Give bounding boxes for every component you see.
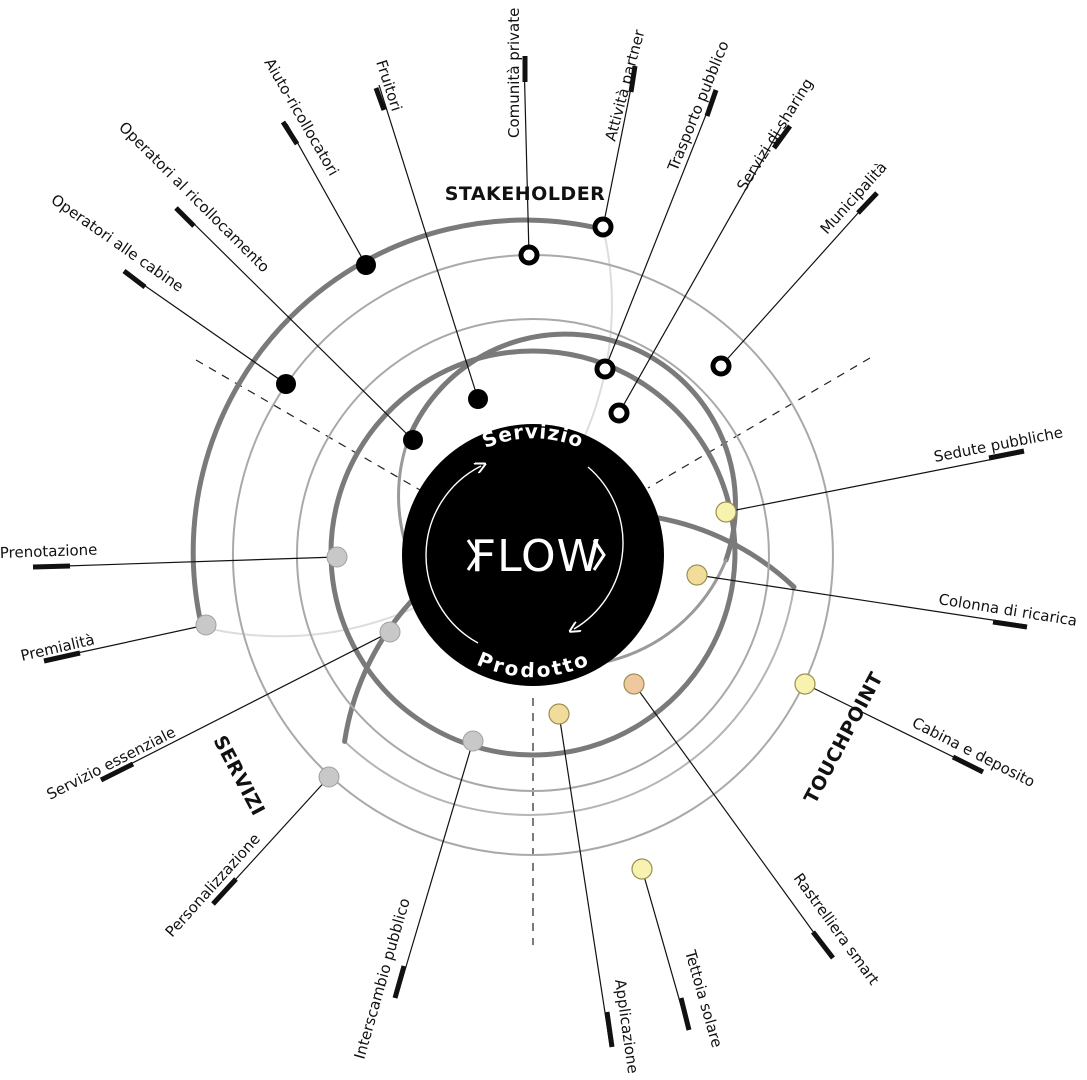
label-servizi-sharing: Servizi di sharing <box>733 75 817 194</box>
cycle-arrow-left <box>425 466 481 644</box>
marker-trasporto-pubblico[interactable] <box>594 358 616 380</box>
touchpoint-markers <box>548 501 816 880</box>
label-ticks <box>32 56 1028 1048</box>
label-tettoia-solare: Tettoia solare <box>681 947 726 1049</box>
marker-rastrelliera-smart[interactable] <box>623 673 645 695</box>
marker-applicazione[interactable] <box>548 703 570 725</box>
section-dividers <box>195 357 871 945</box>
flow-logo: FLOW <box>471 531 601 582</box>
stakeholder-markers <box>276 216 732 450</box>
label-interscambio-pubblico: Interscambio pubblico <box>351 896 414 1061</box>
marker-fruitori[interactable] <box>468 389 488 409</box>
center-disc: Servizio Prodotto FLOW <box>402 419 664 686</box>
marker-operatori-cabine[interactable] <box>276 374 296 394</box>
ring-2-dark <box>405 331 738 563</box>
marker-tettoia-solare[interactable] <box>631 858 653 880</box>
center-circle <box>402 424 664 686</box>
marker-comunita-private[interactable] <box>518 244 540 266</box>
label-aiuto-ricollocatori: Aiuto-ricollocatori <box>261 55 343 179</box>
stakeholder-labels: Comunità private Attività partner Traspo… <box>48 8 891 296</box>
marker-premialita[interactable] <box>195 614 217 636</box>
ring-4 <box>295 318 770 792</box>
divider-right <box>647 357 871 489</box>
label-prenotazione: Prenotazione <box>0 541 98 562</box>
marker-aiuto-ricollocatori[interactable] <box>356 255 376 275</box>
marker-servizi-sharing[interactable] <box>608 402 630 424</box>
section-stakeholder: STAKEHOLDER <box>445 183 606 205</box>
section-servizi: SERVIZI <box>209 732 269 820</box>
marker-municipalita[interactable] <box>710 355 732 377</box>
label-personalizzazione: Personalizzazione <box>162 830 264 941</box>
label-fruitori: Fruitori <box>372 58 405 114</box>
label-sedute-pubbliche: Sedute pubbliche <box>932 423 1064 466</box>
ring-5-grey <box>343 586 795 816</box>
marker-cabina-deposito[interactable] <box>794 673 816 695</box>
label-cabina-deposito: Cabina e deposito <box>909 714 1038 791</box>
label-comunita-private: Comunità private <box>505 8 523 138</box>
marker-operatori-ricollocamento[interactable] <box>403 430 423 450</box>
marker-sedute-pubbliche[interactable] <box>715 501 737 523</box>
label-attivita-partner: Attività partner <box>601 27 648 143</box>
cycle-arrow-right <box>574 466 624 629</box>
logo-chevron-right-icon <box>592 539 606 571</box>
marker-colonna-ricarica[interactable] <box>686 564 708 586</box>
marker-prenotazione[interactable] <box>326 546 348 568</box>
ring-outer-dark <box>190 217 606 631</box>
divider-left <box>195 359 421 491</box>
label-rastrelliera-smart: Rastrelliera smart <box>790 870 883 989</box>
logo-chevron-left-icon <box>466 539 480 571</box>
label-operatori-cabine: Operatori alle cabine <box>48 191 187 296</box>
ring-6 <box>231 254 834 856</box>
marker-servizio-essenziale[interactable] <box>379 621 401 643</box>
marker-attivita-partner[interactable] <box>592 216 614 238</box>
marker-interscambio-pubblico[interactable] <box>462 730 484 752</box>
marker-personalizzazione[interactable] <box>318 766 340 788</box>
servizi-markers <box>195 546 484 788</box>
ring-3-dark <box>328 348 738 758</box>
label-trasporto-pubblico: Trasporto pubblico <box>664 38 733 174</box>
label-servizio-essenziale: Servizio essenziale <box>44 723 179 804</box>
label-municipalita: Municipalità <box>817 158 891 237</box>
label-applicazione: Applicazione <box>611 978 642 1075</box>
